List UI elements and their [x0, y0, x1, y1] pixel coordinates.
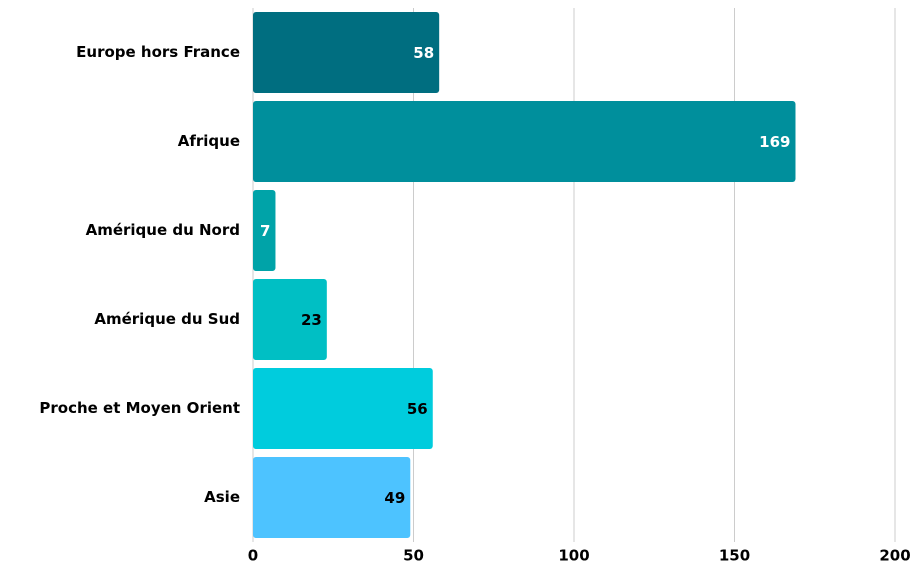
value-label: 23 — [301, 311, 322, 329]
y-tick-label: Asie — [204, 488, 240, 506]
value-label: 56 — [407, 400, 428, 418]
y-tick-label: Afrique — [178, 132, 240, 150]
y-tick-label: Amérique du Nord — [86, 221, 240, 239]
value-label: 49 — [384, 489, 405, 507]
y-tick-label: Europe hors France — [76, 43, 240, 61]
x-tick-label: 200 — [879, 547, 910, 565]
bar — [253, 457, 411, 538]
value-label: 169 — [759, 133, 790, 151]
bar — [253, 190, 276, 271]
x-tick-label: 50 — [403, 547, 424, 565]
x-tick-label: 100 — [558, 547, 589, 565]
y-tick-label: Amérique du Sud — [94, 310, 240, 328]
y-tick-label: Proche et Moyen Orient — [39, 399, 240, 417]
value-label: 58 — [413, 44, 434, 62]
x-tick-label: 150 — [719, 547, 750, 565]
bar — [253, 12, 440, 93]
bar — [253, 368, 433, 449]
bar — [253, 279, 327, 360]
value-label: 7 — [260, 222, 270, 240]
x-tick-label: 0 — [248, 547, 258, 565]
bar — [253, 101, 796, 182]
